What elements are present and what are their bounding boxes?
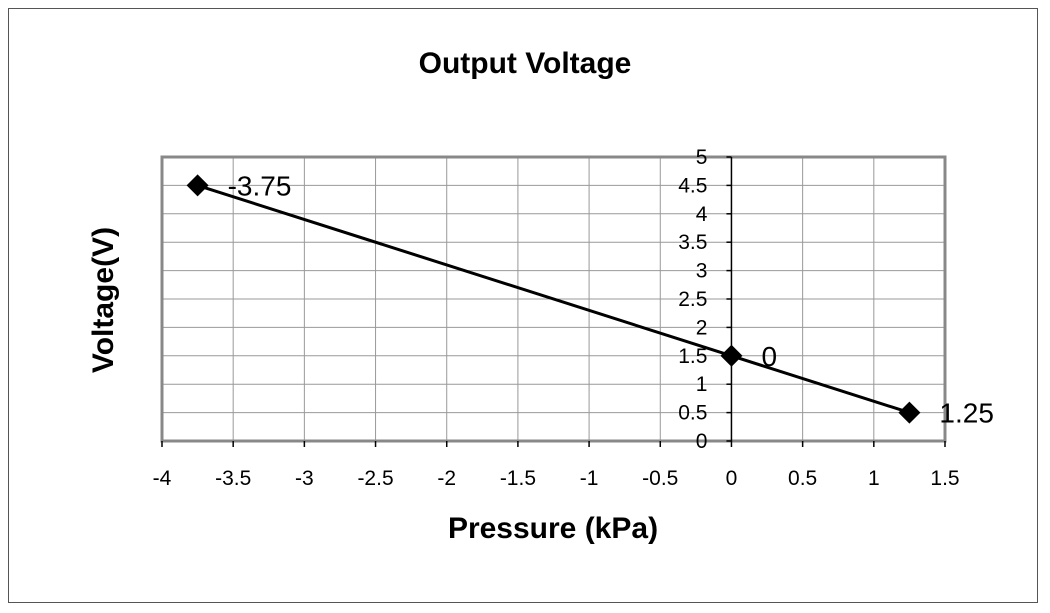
x-axis-title: Pressure (kPa) <box>448 512 658 545</box>
y-tick-label: 1.5 <box>678 345 707 368</box>
y-axis-title: Voltage(V) <box>87 227 120 373</box>
x-tick-label: 1.5 <box>930 467 959 490</box>
y-tick-label: 0.5 <box>678 402 707 425</box>
y-tick-label: 2.5 <box>678 288 707 311</box>
chart-frame <box>8 8 1038 603</box>
chart-title: Output Voltage <box>419 47 632 80</box>
y-axis-ticks: 0 0.5 1 1.5 2 2.5 3 3.5 4 4.5 5 <box>678 146 733 453</box>
y-tick-label: 0 <box>696 430 708 453</box>
y-tick-label: 4 <box>696 203 708 226</box>
y-tick-label: 1 <box>696 373 708 396</box>
y-tick-label: 2 <box>696 316 708 339</box>
x-tick-label: -2.5 <box>357 467 393 490</box>
x-tick-label: -3.5 <box>215 467 251 490</box>
data-label: -3.75 <box>228 170 292 201</box>
data-label: 1.25 <box>939 398 994 429</box>
y-tick-label: 4.5 <box>678 174 707 197</box>
data-point-marker <box>186 174 209 197</box>
x-tick-label: -3 <box>295 467 314 490</box>
x-tick-label: -1.5 <box>500 467 536 490</box>
y-tick-label: 3.5 <box>678 231 707 254</box>
x-axis-ticks: -4 -3.5 -3 -2.5 -2 -1.5 -1 -0.5 0 0.5 1 1.5 <box>153 441 960 490</box>
data-label: 0 <box>761 341 777 372</box>
data-point-marker <box>720 344 743 367</box>
x-tick-label: -1 <box>580 467 599 490</box>
x-tick-label: -2 <box>437 467 456 490</box>
x-tick-label: -4 <box>153 467 172 490</box>
plot-area <box>160 155 947 443</box>
x-tick-label: 0 <box>726 467 738 490</box>
x-tick-label: 0.5 <box>788 467 817 490</box>
x-tick-label: 1 <box>868 467 880 490</box>
series: -3.75 0 1.25 <box>186 170 994 429</box>
y-tick-label: 5 <box>696 146 708 169</box>
data-point-marker <box>898 401 921 424</box>
y-tick-label: 3 <box>696 260 708 283</box>
x-tick-label: -0.5 <box>642 467 678 490</box>
